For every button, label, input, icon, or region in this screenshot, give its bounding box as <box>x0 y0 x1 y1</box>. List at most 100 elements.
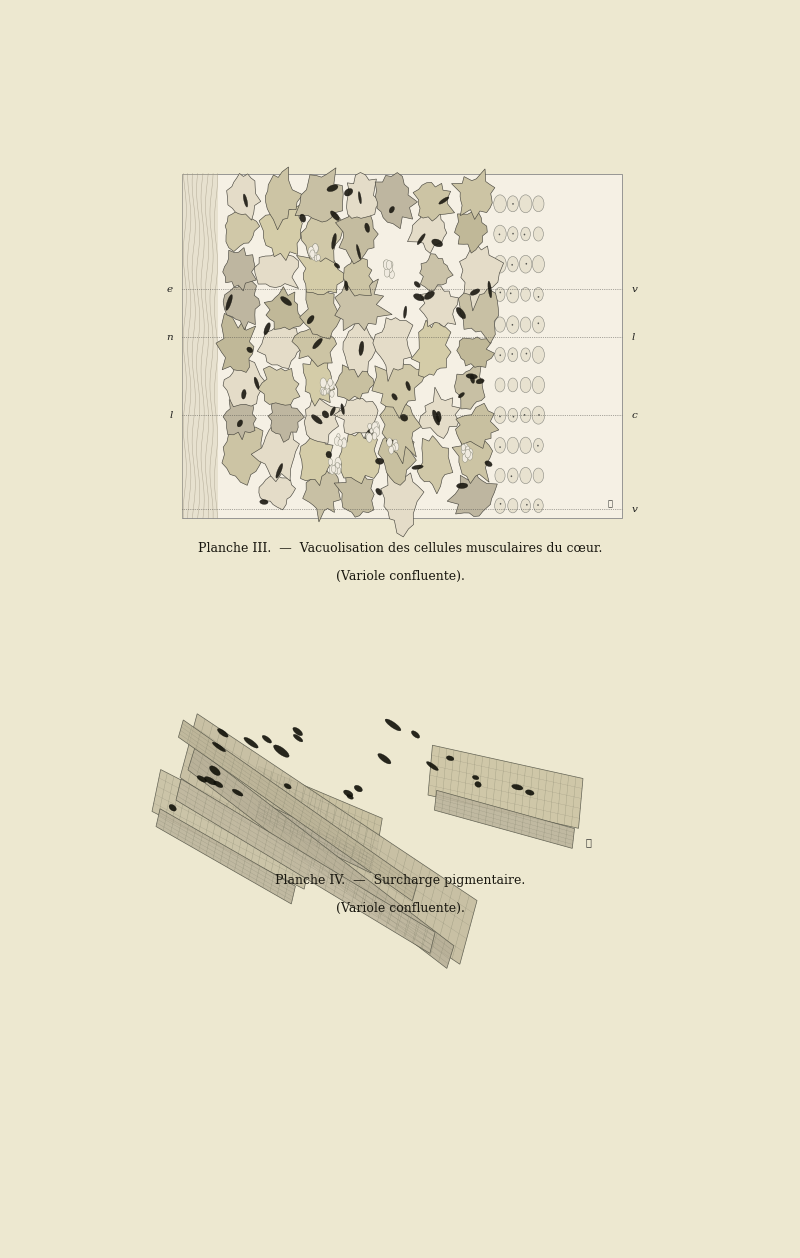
Polygon shape <box>420 254 453 291</box>
Polygon shape <box>259 204 302 260</box>
Ellipse shape <box>334 263 340 268</box>
Ellipse shape <box>344 281 348 291</box>
Ellipse shape <box>512 323 514 326</box>
Ellipse shape <box>538 504 539 506</box>
Ellipse shape <box>494 347 506 362</box>
Ellipse shape <box>494 317 506 332</box>
Ellipse shape <box>242 390 246 399</box>
Ellipse shape <box>524 234 526 235</box>
Polygon shape <box>447 462 498 517</box>
Polygon shape <box>178 720 417 901</box>
Polygon shape <box>256 801 374 873</box>
Ellipse shape <box>334 437 340 445</box>
Polygon shape <box>226 174 261 220</box>
Polygon shape <box>458 276 498 343</box>
Ellipse shape <box>507 196 518 211</box>
Ellipse shape <box>389 447 394 454</box>
Ellipse shape <box>507 257 518 272</box>
Ellipse shape <box>237 420 242 426</box>
Ellipse shape <box>336 462 339 467</box>
Polygon shape <box>264 287 305 330</box>
Ellipse shape <box>386 438 392 447</box>
Ellipse shape <box>344 189 353 196</box>
Polygon shape <box>417 435 453 494</box>
Text: n: n <box>166 332 173 342</box>
Polygon shape <box>222 414 263 486</box>
Ellipse shape <box>337 434 340 439</box>
Ellipse shape <box>293 727 302 736</box>
Polygon shape <box>258 323 304 369</box>
Ellipse shape <box>470 289 480 296</box>
Ellipse shape <box>495 468 505 483</box>
Ellipse shape <box>494 498 506 513</box>
Ellipse shape <box>343 790 353 796</box>
Ellipse shape <box>310 250 315 258</box>
Ellipse shape <box>311 415 322 424</box>
Ellipse shape <box>262 736 271 743</box>
Ellipse shape <box>391 445 395 452</box>
Ellipse shape <box>462 444 466 450</box>
Ellipse shape <box>169 804 176 811</box>
Ellipse shape <box>312 244 318 253</box>
Polygon shape <box>452 431 493 483</box>
Ellipse shape <box>456 307 466 318</box>
Bar <box>182 174 218 518</box>
Ellipse shape <box>521 228 530 240</box>
Ellipse shape <box>243 194 248 208</box>
Ellipse shape <box>384 268 390 277</box>
Text: c: c <box>632 410 638 420</box>
Ellipse shape <box>383 259 390 269</box>
Ellipse shape <box>446 756 454 761</box>
Ellipse shape <box>534 226 543 242</box>
Ellipse shape <box>508 226 518 242</box>
Ellipse shape <box>332 234 336 249</box>
Ellipse shape <box>472 775 479 780</box>
Ellipse shape <box>371 423 375 429</box>
Text: l: l <box>632 332 635 342</box>
Ellipse shape <box>327 185 338 191</box>
Ellipse shape <box>205 776 216 785</box>
Ellipse shape <box>512 785 523 790</box>
Ellipse shape <box>499 447 501 448</box>
Ellipse shape <box>366 433 372 443</box>
Ellipse shape <box>356 244 361 259</box>
Ellipse shape <box>393 439 398 447</box>
Ellipse shape <box>461 447 466 454</box>
Polygon shape <box>378 418 416 486</box>
Polygon shape <box>343 321 378 377</box>
Ellipse shape <box>330 381 334 386</box>
Ellipse shape <box>394 443 399 450</box>
Polygon shape <box>335 204 378 264</box>
Ellipse shape <box>526 504 528 506</box>
Ellipse shape <box>264 323 270 335</box>
Ellipse shape <box>312 244 318 253</box>
Ellipse shape <box>338 439 342 447</box>
Ellipse shape <box>331 465 336 473</box>
Ellipse shape <box>314 255 318 262</box>
Ellipse shape <box>494 255 506 273</box>
Ellipse shape <box>534 288 543 301</box>
Ellipse shape <box>513 416 514 418</box>
Ellipse shape <box>521 498 530 513</box>
Ellipse shape <box>526 352 527 355</box>
Text: Planche IV.  —  Surcharge pigmentaire.: Planche IV. — Surcharge pigmentaire. <box>275 874 525 887</box>
Ellipse shape <box>322 411 329 418</box>
Ellipse shape <box>328 379 333 386</box>
Ellipse shape <box>388 267 392 273</box>
Ellipse shape <box>383 260 388 268</box>
Ellipse shape <box>466 452 469 458</box>
Ellipse shape <box>389 262 393 268</box>
Polygon shape <box>225 210 260 252</box>
Ellipse shape <box>385 720 401 731</box>
Bar <box>182 174 622 518</box>
Ellipse shape <box>314 255 318 262</box>
Polygon shape <box>299 279 340 338</box>
Ellipse shape <box>507 438 518 453</box>
Ellipse shape <box>488 281 492 298</box>
Ellipse shape <box>389 270 394 278</box>
Ellipse shape <box>494 438 506 453</box>
Polygon shape <box>266 167 302 230</box>
Polygon shape <box>375 172 418 229</box>
Ellipse shape <box>313 338 322 348</box>
Ellipse shape <box>468 449 473 455</box>
